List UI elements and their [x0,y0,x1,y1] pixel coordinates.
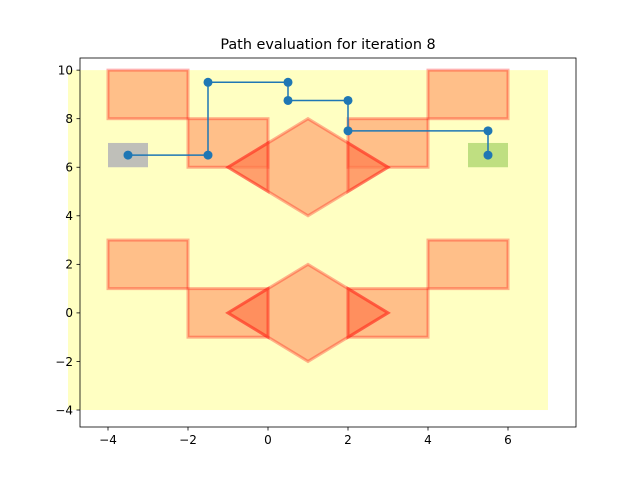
plot-area [68,68,548,411]
rect-obstacle-4 [106,238,190,291]
path-point-0 [123,150,133,160]
axes: −4 −2 0 2 4 6 −4 −2 0 2 4 6 8 10 [55,57,577,447]
y-tick-label-4: 4 [65,209,73,223]
path-point-8 [483,150,493,160]
poly-obstacle-2 [225,140,270,195]
y-tick-label-1: −2 [55,355,73,369]
poly-obstacle-3 [346,140,391,195]
rect-obstacle-3 [426,68,510,121]
rect-obstacle-7 [426,238,510,291]
x-tick-label-1: −2 [179,433,197,447]
path-point-7 [483,126,493,136]
path-point-2 [203,77,213,87]
chart-title: Path evaluation for iteration 8 [220,37,435,53]
x-tick-label-5: 6 [504,433,512,447]
y-tick-label-7: 10 [58,63,73,77]
path-point-1 [203,150,213,160]
x-tick-label-0: −4 [99,433,117,447]
path-point-6 [343,126,353,136]
path-point-5 [343,95,353,105]
path-point-4 [283,95,293,105]
y-tick-label-3: 2 [65,258,73,272]
poly-obstacle-5 [346,285,391,340]
y-tick-label-5: 6 [65,161,73,175]
y-tick-label-2: 0 [65,306,73,320]
x-tick-label-3: 2 [344,433,352,447]
x-tick-label-4: 4 [424,433,432,447]
y-tick-label-6: 8 [65,112,73,126]
path-point-3 [283,77,293,87]
y-tick-label-0: −4 [55,403,73,417]
axes-frame [79,57,577,428]
x-tick-label-2: 0 [264,433,272,447]
rect-obstacle-0 [106,68,190,121]
poly-obstacle-4 [225,285,270,340]
